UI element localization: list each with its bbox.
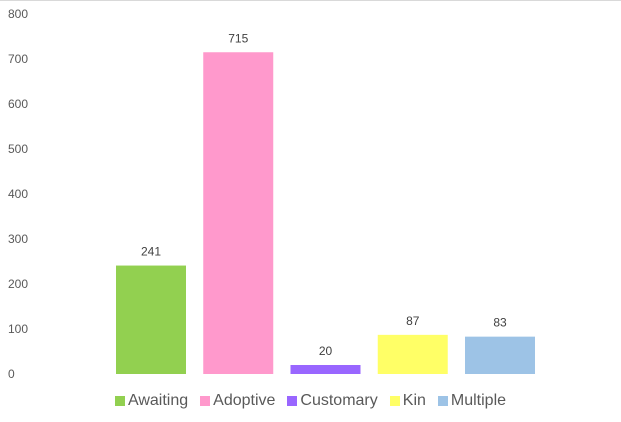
y-tick-label: 300 [8,232,28,246]
y-tick-label: 800 [8,7,28,21]
data-label-customary: 20 [319,344,333,358]
top-border [0,0,621,1]
bar-kin [377,334,448,374]
legend-swatch-kin [389,396,400,406]
legend-swatch-adoptive [200,396,211,406]
bar-customary [290,365,361,374]
y-tick-label: 0 [8,367,15,381]
data-labels: 241 715 20 87 83 [141,31,507,358]
y-tick-label: 200 [8,277,28,291]
bar-multiple [465,336,535,374]
bar-awaiting [116,265,186,374]
data-label-kin: 87 [406,314,420,328]
legend-label-customary: Customary [300,392,378,409]
y-tick-label: 500 [8,142,28,156]
bar-chart-plot: 0 100 200 300 400 500 600 700 800 241 715 20 87 83 [8,7,535,381]
legend-item-multiple: Multiple [437,392,507,410]
legend-item-kin: Kin [389,392,426,410]
data-label-multiple: 83 [493,316,507,330]
legend-item-customary: Customary [287,392,378,410]
legend: Awaiting Adoptive Customary Kin Multiple [0,390,621,412]
y-tick-label: 600 [8,97,28,111]
legend-swatch-multiple [437,396,448,406]
legend-item-awaiting: Awaiting [114,392,189,410]
legend-label-adoptive: Adoptive [213,392,276,409]
data-label-adoptive: 715 [228,31,248,45]
bars [116,52,535,374]
y-tick-label: 700 [8,52,28,66]
legend-swatch-customary [287,396,298,406]
y-axis: 0 100 200 300 400 500 600 700 800 [8,7,28,381]
legend-swatch-awaiting [114,396,125,406]
bar-adoptive [203,52,274,374]
y-tick-label: 100 [8,322,28,336]
legend-label-multiple: Multiple [450,392,507,409]
data-label-awaiting: 241 [141,245,161,259]
legend-label-kin: Kin [402,392,426,409]
y-tick-label: 400 [8,187,28,201]
legend-item-adoptive: Adoptive [200,392,275,410]
legend-label-awaiting: Awaiting [127,392,189,409]
